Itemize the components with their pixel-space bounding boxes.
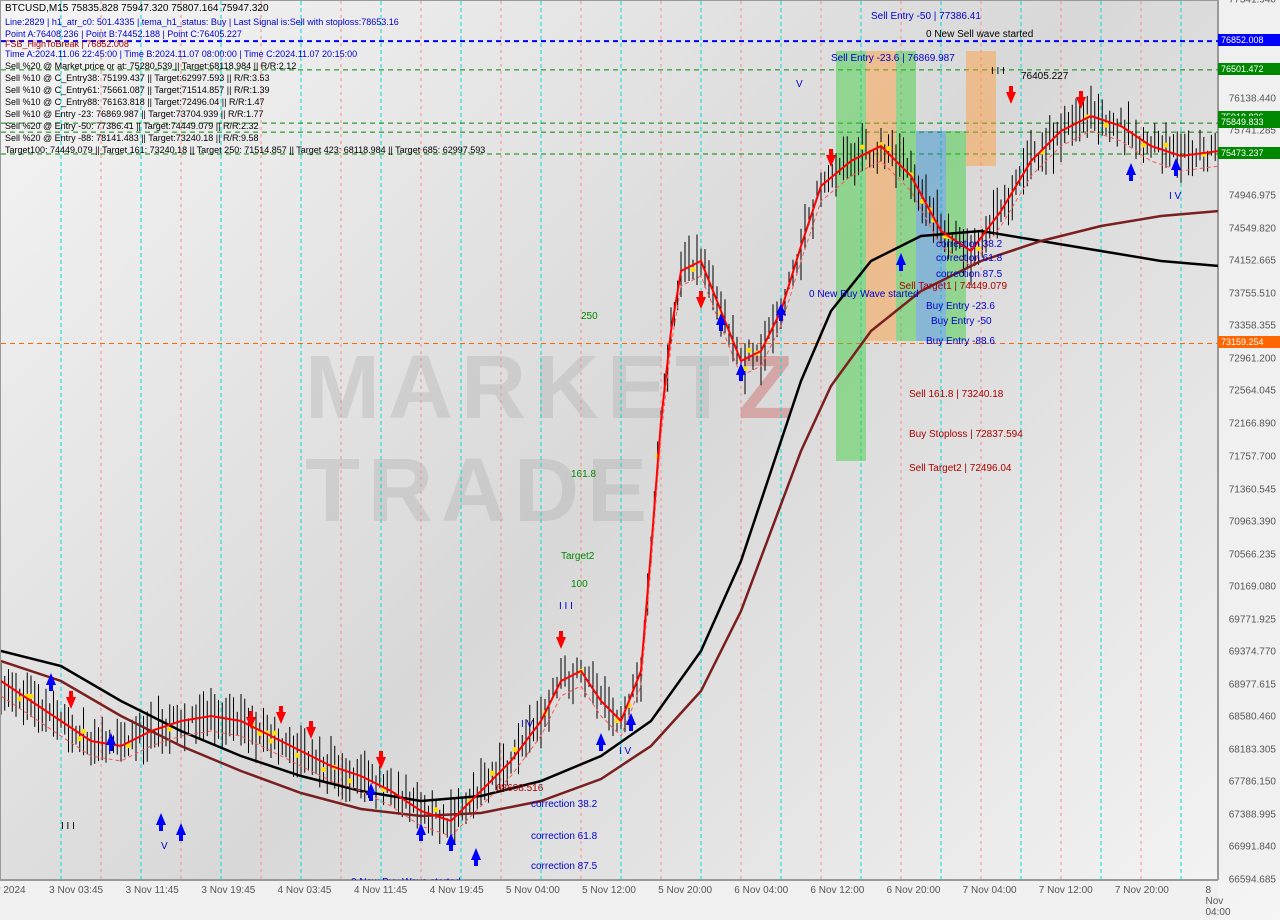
price-tag: 75473.237 (1218, 147, 1280, 159)
annotation: I I I (559, 601, 573, 612)
annotation: I I I (61, 821, 75, 832)
watermark-part-2: Z (738, 338, 801, 438)
x-tick: 4 Nov 19:45 (430, 885, 484, 896)
y-tick: 69374.770 (1229, 647, 1276, 658)
annotation: Sell Entry -50 | 77386.41 (871, 11, 981, 22)
annotation: Sell Target2 | 72496.04 (909, 463, 1012, 474)
annotation: 161.8 (571, 469, 596, 480)
x-tick: 7 Nov 04:00 (963, 885, 1017, 896)
annotation: I V (619, 746, 631, 757)
annotation: 68608.516 (496, 783, 543, 794)
y-tick: 66991.840 (1229, 842, 1276, 853)
info-line: Sell %10 @ C_Entry61: 75661.087 || Targe… (5, 85, 270, 95)
x-tick: 2 Nov 2024 (0, 885, 26, 896)
x-tick: 5 Nov 20:00 (658, 885, 712, 896)
price-tag: 76501.472 (1218, 63, 1280, 75)
y-tick: 69771.925 (1229, 614, 1276, 625)
info-line: FSB_HighToBreak | 76852.008 (5, 39, 129, 49)
annotation: 0 New Buy Wave started (809, 289, 919, 300)
x-tick: 4 Nov 11:45 (354, 885, 407, 896)
y-tick: 67786.150 (1229, 777, 1276, 788)
annotation: V (796, 79, 803, 90)
info-line: Sell %10 @ Entry -23: 76869.987 || Targe… (5, 109, 263, 119)
annotation: I V (1169, 191, 1181, 202)
annotation: correction 61.8 (936, 253, 1002, 264)
annotation: I I I (991, 66, 1005, 77)
y-tick: 72166.890 (1229, 418, 1276, 429)
x-tick: 4 Nov 03:45 (278, 885, 332, 896)
chart-title: BTCUSD,M15 75835.828 75947.320 75807.164… (5, 3, 269, 14)
x-tick: 7 Nov 12:00 (1039, 885, 1093, 896)
annotation: correction 87.5 (531, 861, 597, 872)
y-tick: 73755.510 (1229, 288, 1276, 299)
y-tick: 67388.995 (1229, 809, 1276, 820)
y-tick: 71360.545 (1229, 484, 1276, 495)
y-tick: 70566.235 (1229, 549, 1276, 560)
y-tick: 74549.820 (1229, 223, 1276, 234)
x-tick: 6 Nov 20:00 (887, 885, 941, 896)
annotation: correction 38.2 (936, 239, 1002, 250)
annotation: I V (521, 719, 533, 730)
x-tick: 6 Nov 12:00 (810, 885, 864, 896)
y-tick: 74152.665 (1229, 256, 1276, 267)
annotation: 100 (571, 579, 588, 590)
y-tick: 71757.700 (1229, 452, 1276, 463)
y-tick: 76138.440 (1229, 93, 1276, 104)
y-tick: 70169.080 (1229, 582, 1276, 593)
y-tick: 68183.305 (1229, 744, 1276, 755)
info-line: Time A:2024.11.06 22:45:00 | Time B:2024… (5, 49, 357, 59)
x-tick: 5 Nov 12:00 (582, 885, 636, 896)
annotation: correction 87.5 (936, 269, 1002, 280)
y-tick: 66594.685 (1229, 875, 1276, 886)
annotation: Sell Entry -23.6 | 76869.987 (831, 53, 955, 64)
annotation: Target2 (561, 551, 594, 562)
y-tick: 72961.200 (1229, 353, 1276, 364)
annotation: V (161, 841, 168, 852)
annotation: 250 (581, 311, 598, 322)
info-line: Sell %20 @ Entry -88: 78141.483 || Targe… (5, 133, 258, 143)
y-tick: 77341.940 (1229, 0, 1276, 6)
annotation: correction 38.2 (531, 799, 597, 810)
x-axis: 2 Nov 2024 3 Nov 03:45 3 Nov 11:45 3 Nov 19… (0, 880, 1218, 920)
x-tick: 3 Nov 11:45 (126, 885, 179, 896)
info-line: Target100: 74449.079 || Target 161: 7324… (5, 145, 485, 155)
info-line: Point A:76408.236 | Point B:74452.188 | … (5, 29, 242, 39)
x-tick: 6 Nov 04:00 (734, 885, 788, 896)
info-line: Sell %20 @ Entry -50: 77386.41 || Target… (5, 121, 258, 131)
x-tick: 3 Nov 03:45 (49, 885, 103, 896)
y-tick: 74946.975 (1229, 191, 1276, 202)
y-axis: 77341.94076138.44075741.28574946.9757454… (1218, 0, 1280, 880)
x-tick: 8 Nov 04:00 (1205, 885, 1230, 918)
annotation: 0 New Sell wave started (926, 29, 1033, 40)
annotation: Buy Entry -50 (931, 316, 992, 327)
price-tag: 73159.254 (1218, 336, 1280, 348)
y-tick: 68977.615 (1229, 679, 1276, 690)
watermark-part-1: MARKET (305, 338, 738, 438)
annotation: Buy Entry -23.6 (926, 301, 995, 312)
info-line: Sell %10 @ C_Entry88: 76163.818 || Targe… (5, 97, 264, 107)
annotation: Buy Entry -88.6 (926, 336, 995, 347)
price-tag: 75849.833 (1218, 116, 1280, 128)
annotation: correction 61.8 (531, 831, 597, 842)
annotation: Sell 161.8 | 73240.18 (909, 389, 1003, 400)
info-line: Sell %10 @ C_Entry38: 75199.437 || Targe… (5, 73, 270, 83)
watermark: MARKETZ TRADE (305, 337, 913, 543)
chart-area[interactable]: MARKETZ TRADE BTCUSD,M15 75835.828 75947… (0, 0, 1218, 880)
y-tick: 73358.355 (1229, 321, 1276, 332)
x-tick: 3 Nov 19:45 (201, 885, 255, 896)
info-line: Line:2829 | h1_atr_c0: 501.4335 | tema_h… (5, 17, 399, 27)
watermark-part-3: TRADE (305, 441, 655, 541)
x-tick: 7 Nov 20:00 (1115, 885, 1169, 896)
info-line: Sell %20 @ Market price or at: 75280.539… (5, 61, 296, 71)
annotation: Buy Stoploss | 72837.594 (909, 429, 1023, 440)
price-tag: 76852.008 (1218, 34, 1280, 46)
y-tick: 70963.390 (1229, 517, 1276, 528)
y-tick: 72564.045 (1229, 386, 1276, 397)
annotation: 76405.227 (1021, 71, 1068, 82)
y-tick: 68580.460 (1229, 712, 1276, 723)
x-tick: 5 Nov 04:00 (506, 885, 560, 896)
